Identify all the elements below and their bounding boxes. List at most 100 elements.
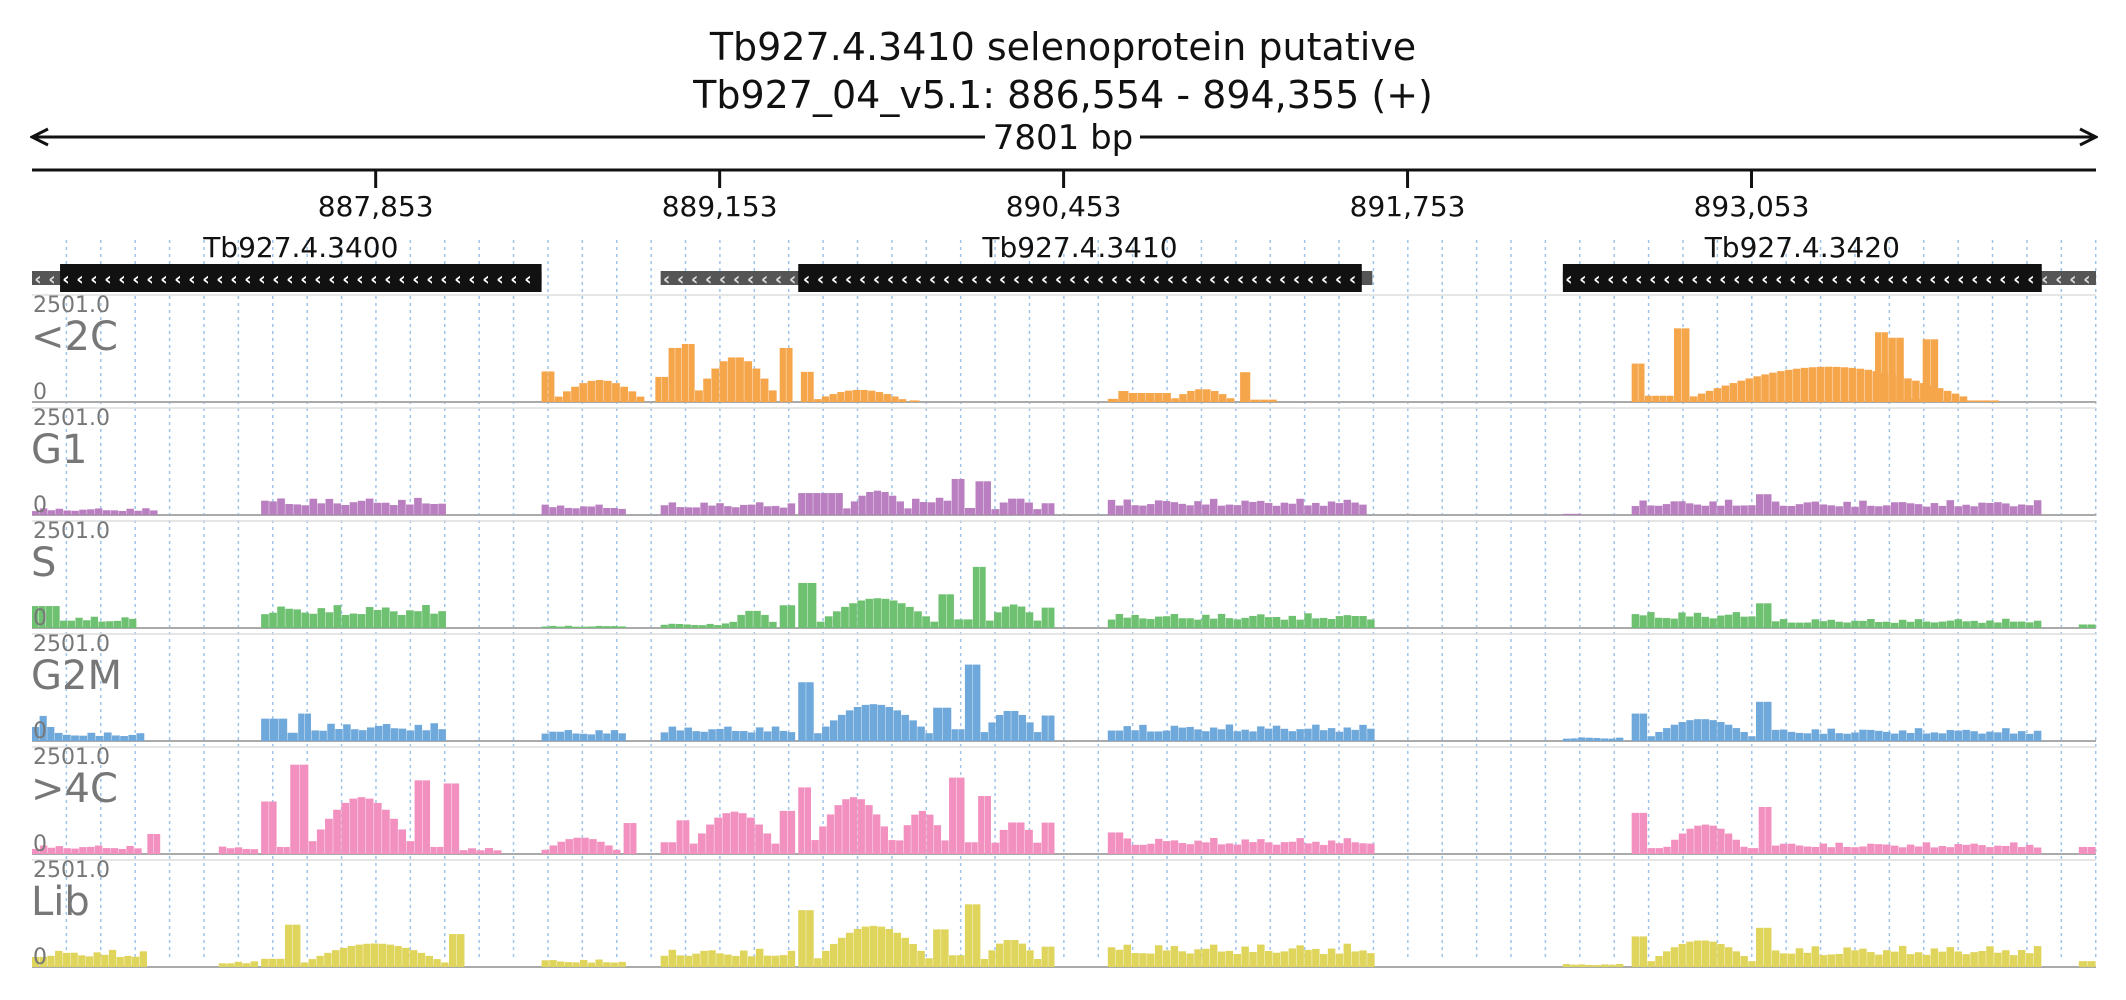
coverage-bar: [1343, 838, 1352, 854]
coverage-bar: [763, 731, 772, 741]
strand-chevron: ‹: [454, 269, 461, 290]
coverage-bar: [1131, 730, 1139, 741]
coverage-bar: [2087, 961, 2096, 967]
coverage-bar: [958, 478, 965, 515]
coverage-bar: [1914, 846, 1923, 854]
coverage-bar: [1272, 844, 1281, 854]
coverage-bar: [118, 848, 126, 854]
coverage-bar: [1179, 394, 1187, 402]
coverage-bar: [1883, 731, 1891, 741]
coverage-bar: [1003, 940, 1011, 967]
coverage-bar: [612, 383, 620, 402]
coverage-bar: [1717, 943, 1725, 967]
coverage-bar: [549, 960, 557, 967]
coverage-bar: [1162, 841, 1171, 854]
track-label: G1: [31, 427, 87, 473]
coverage-bar: [308, 959, 317, 967]
coverage-bar: [1843, 846, 1851, 854]
coverage-bar: [988, 950, 996, 967]
coverage-bar: [1686, 503, 1694, 515]
coverage-bar: [1827, 954, 1835, 967]
track-scale-max: 2501.0: [33, 519, 110, 544]
coverage-bar: [1257, 500, 1265, 515]
strand-chevron: ‹: [356, 269, 363, 290]
coverage-bar: [771, 505, 780, 515]
coverage-bar: [580, 959, 588, 967]
coverage-bar: [747, 504, 756, 515]
coverage-bar: [1654, 505, 1663, 515]
coverage-bar: [1241, 729, 1249, 741]
coverage-bar: [620, 386, 629, 402]
coverage-bar: [394, 945, 402, 967]
coverage-bar: [727, 357, 736, 402]
strand-chevron: ‹: [789, 269, 796, 290]
coverage-bar: [422, 503, 430, 515]
coverage-bar: [996, 943, 1004, 967]
coverage-bar: [301, 505, 310, 515]
coverage-bar: [2010, 506, 2018, 515]
coverage-bar: [980, 732, 988, 741]
coverage-bar: [1748, 616, 1756, 628]
coverage-bar: [964, 842, 972, 854]
coverage-bar: [1016, 822, 1025, 854]
coverage-bar: [911, 814, 919, 854]
coverage-bar: [1178, 503, 1186, 515]
coverage-bar: [1304, 949, 1312, 967]
coverage-bar: [1663, 951, 1671, 967]
coverage-bar: [763, 833, 772, 854]
coverage-bar: [325, 498, 334, 515]
coverage-bar: [1721, 385, 1730, 402]
coverage-bar: [787, 732, 796, 741]
coverage-bar: [1724, 499, 1733, 515]
coverage-bar: [1367, 619, 1375, 628]
strand-chevron: ‹: [915, 269, 922, 290]
coverage-bar: [1107, 398, 1118, 402]
coverage-bar: [1280, 728, 1289, 741]
coverage-bar: [1335, 953, 1344, 967]
coverage-bar: [124, 955, 132, 967]
coverage-bar: [681, 344, 689, 402]
coverage-bar: [1930, 847, 1939, 854]
coverage-bar: [1748, 961, 1756, 967]
coverage-bar: [1851, 847, 1859, 854]
strand-chevron: ‹: [663, 269, 670, 290]
coverage-bar: [1875, 506, 1883, 515]
coverage-bar: [1906, 398, 1915, 402]
strand-chevron: ‹: [2013, 269, 2020, 290]
coverage-bar: [1018, 943, 1027, 967]
coverage-bar: [1327, 948, 1336, 967]
coverage-bar: [1867, 729, 1875, 741]
coverage-bar: [541, 849, 550, 854]
coverage-bar: [951, 478, 958, 515]
coverage-bar: [927, 502, 936, 515]
coverage-bar: [986, 620, 994, 628]
coverage-bar: [284, 924, 293, 967]
coverage-bar: [134, 848, 142, 854]
coverage-bar: [1843, 622, 1851, 628]
coverage-bar: [1803, 502, 1812, 515]
coverage-bar: [2033, 620, 2042, 628]
coverage-bar: [1217, 613, 1226, 628]
coverage-bar: [964, 507, 976, 515]
track-label: >4C: [31, 766, 118, 812]
coverage-bar: [1367, 953, 1375, 967]
coverage-bar: [409, 950, 418, 967]
coverage-bar: [250, 849, 259, 854]
coverage-bar: [1162, 616, 1171, 628]
coverage-bar: [1970, 731, 1978, 741]
coverage-bar: [1962, 729, 1970, 741]
coverage-bar: [398, 499, 406, 515]
coverage-bar: [813, 493, 821, 515]
strand-chevron: ‹: [510, 269, 517, 290]
coverage-bar: [1912, 380, 1920, 402]
coverage-bar: [1296, 838, 1304, 854]
coverage-bar: [1906, 621, 1915, 628]
coverage-bar: [285, 608, 293, 628]
strand-chevron: ‹: [76, 269, 83, 290]
coverage-bar: [1763, 603, 1772, 628]
strand-chevron: ‹: [1775, 269, 1782, 290]
coverage-bar: [1272, 616, 1281, 628]
coverage-bar: [2025, 733, 2034, 741]
coverage-bar: [925, 733, 933, 741]
strand-chevron: ‹: [1831, 269, 1838, 290]
